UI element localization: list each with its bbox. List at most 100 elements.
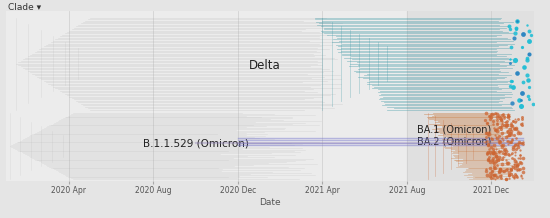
Point [519,32,527,36]
Point [518,142,527,145]
Point [505,128,514,131]
Point [490,173,498,177]
Point [498,121,507,124]
X-axis label: Date: Date [258,198,280,207]
Point [507,168,516,172]
Point [512,175,521,179]
Point [514,118,522,121]
Point [509,162,518,166]
Point [493,123,502,126]
Point [507,167,516,170]
Point [504,161,513,165]
Point [486,152,495,156]
Point [506,80,515,83]
Point [492,128,500,132]
Point [487,136,496,139]
Point [517,98,526,101]
Point [518,123,526,127]
Point [518,116,527,119]
Point [516,156,525,160]
Point [509,127,518,130]
Point [496,117,504,120]
Point [518,141,526,145]
Point [512,136,521,140]
Point [485,132,493,135]
Point [489,176,498,179]
Point [491,166,499,170]
Point [491,112,499,115]
Text: BA.1 (Omicron): BA.1 (Omicron) [417,125,492,135]
Point [513,72,521,75]
Point [513,156,522,159]
Point [498,145,507,148]
Point [512,127,520,130]
Point [512,27,521,31]
Point [511,143,520,146]
Point [488,151,497,155]
Point [514,145,522,148]
Point [513,162,522,166]
Point [492,136,501,140]
Point [503,139,512,142]
Point [482,112,491,115]
Point [511,117,520,121]
Point [518,140,527,143]
Point [488,112,497,116]
Point [494,141,503,145]
Point [513,143,522,146]
Point [508,80,516,83]
Point [508,156,517,159]
Point [526,33,535,37]
Point [507,152,516,155]
Point [518,117,526,120]
Point [513,130,522,133]
Point [504,133,513,136]
Point [494,139,503,143]
Point [485,148,493,151]
Point [508,119,517,123]
Point [505,173,514,177]
Point [490,164,498,167]
Point [517,175,526,178]
Point [505,167,514,170]
Point [509,144,518,147]
Point [504,117,513,121]
Point [483,140,492,143]
Point [488,151,497,154]
Point [514,168,523,171]
Point [518,91,527,95]
Point [484,150,493,153]
Point [486,112,495,116]
Point [501,120,510,123]
Point [502,124,510,128]
Point [488,156,497,159]
Point [510,59,519,62]
Point [491,128,499,132]
Point [492,158,501,161]
Point [514,98,523,101]
Point [484,131,493,134]
Point [511,143,520,147]
Point [509,147,518,151]
Point [508,138,516,141]
Point [519,171,527,174]
Point [502,119,511,123]
Point [495,114,504,118]
Point [503,167,512,171]
Point [507,121,516,124]
Point [518,46,527,49]
Point [499,112,508,116]
Point [502,177,510,180]
Point [510,126,519,130]
Text: B.1.1.529 (Omicron): B.1.1.529 (Omicron) [143,138,249,148]
Point [502,177,510,181]
Point [511,163,520,167]
Point [518,121,526,125]
Point [497,143,505,147]
Point [512,126,520,130]
Point [493,126,502,129]
Point [491,173,499,177]
Point [490,150,499,153]
Point [505,170,514,173]
Point [499,117,508,120]
